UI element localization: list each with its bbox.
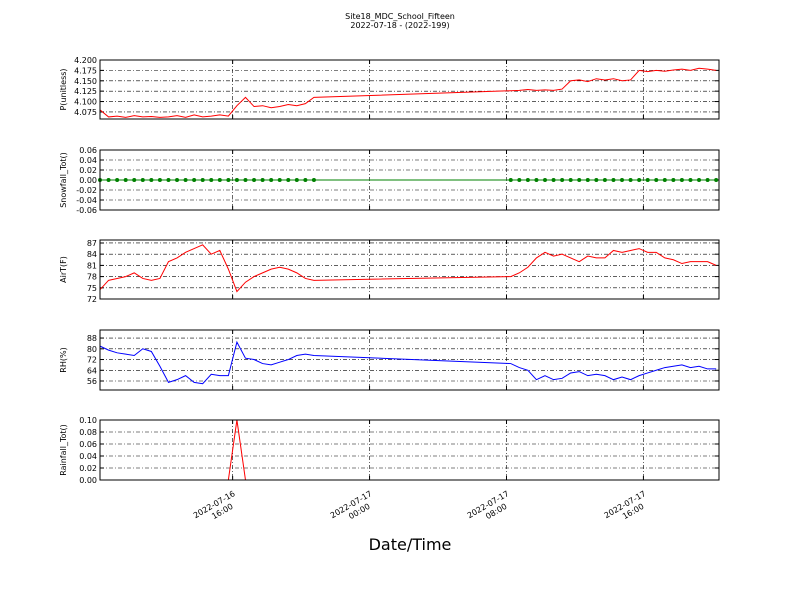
- y-tick-label: 0.00: [79, 176, 97, 185]
- series-marker: [645, 178, 650, 182]
- series-line: [99, 340, 717, 385]
- figure-title: Site18_MDC_School_Fifteen: [345, 12, 455, 21]
- series-marker: [551, 178, 556, 182]
- series-marker: [200, 178, 205, 182]
- series-marker: [585, 178, 590, 182]
- series-marker: [166, 178, 171, 182]
- axes-frame: [99, 59, 720, 120]
- x-axis-label: Date/Time: [369, 535, 452, 554]
- series-marker: [260, 178, 265, 182]
- axes-frame: [99, 419, 720, 481]
- y-tick-label: 84: [87, 250, 97, 259]
- series-marker: [217, 178, 222, 182]
- y-tick-label: 4.175: [74, 66, 97, 75]
- series-marker: [140, 178, 145, 182]
- series-marker: [679, 178, 684, 182]
- series-marker: [243, 178, 248, 182]
- series-marker: [620, 178, 625, 182]
- y-tick-label: 4.200: [74, 56, 97, 65]
- y-tick-label: 64: [87, 366, 97, 375]
- y-tick-label: 4.100: [74, 98, 97, 107]
- y-tick-label: 88: [87, 334, 97, 343]
- series-marker: [234, 178, 239, 182]
- axes-frame: [99, 329, 720, 391]
- series-marker: [611, 178, 616, 182]
- series-marker: [705, 178, 710, 182]
- y-tick-label: 0.00: [79, 476, 97, 485]
- series-marker: [525, 178, 530, 182]
- series-marker: [303, 178, 308, 182]
- series-marker: [252, 178, 257, 182]
- series-line: [99, 244, 717, 293]
- series-marker: [542, 178, 547, 182]
- y-axis-label: RH(%): [59, 347, 68, 372]
- series-marker: [269, 178, 274, 182]
- y-tick-label: 78: [87, 273, 97, 282]
- series-marker: [594, 178, 599, 182]
- y-tick-label: 75: [87, 284, 97, 293]
- y-tick-label: 72: [87, 295, 97, 304]
- y-tick-label: -0.06: [76, 206, 97, 215]
- series-marker: [115, 178, 120, 182]
- y-axis-label: AirT(F): [59, 256, 68, 283]
- series-marker: [149, 178, 154, 182]
- series-marker: [602, 178, 607, 182]
- series-marker: [688, 178, 693, 182]
- axes-frame: [99, 149, 720, 211]
- series-marker: [226, 178, 231, 182]
- y-tick-label: 0.04: [79, 156, 97, 165]
- series-marker: [662, 178, 667, 182]
- y-tick-label: 0.06: [79, 440, 97, 449]
- y-tick-label: 4.125: [74, 87, 97, 96]
- series-marker: [209, 178, 214, 182]
- series-marker: [183, 178, 188, 182]
- series-marker: [560, 178, 565, 182]
- series-marker: [192, 178, 197, 182]
- series-marker: [311, 178, 316, 182]
- y-tick-label: 0.02: [79, 464, 97, 473]
- y-tick-label: 56: [87, 377, 97, 386]
- y-axis-label: Snowfall_Tot(): [59, 152, 68, 208]
- series-marker: [132, 178, 137, 182]
- series-marker: [286, 178, 291, 182]
- series-marker: [106, 178, 111, 182]
- y-tick-label: 4.150: [74, 77, 97, 86]
- series-marker: [175, 178, 180, 182]
- series-marker: [577, 178, 582, 182]
- y-tick-label: 72: [87, 356, 97, 365]
- series-marker: [714, 178, 719, 182]
- series-marker: [671, 178, 676, 182]
- series-marker: [654, 178, 659, 182]
- series-marker: [628, 178, 633, 182]
- y-tick-label: 81: [87, 261, 97, 270]
- y-tick-label: 4.075: [74, 108, 97, 117]
- y-tick-label: -0.02: [76, 186, 97, 195]
- y-tick-label: -0.04: [76, 196, 97, 205]
- y-tick-label: 0.04: [79, 452, 97, 461]
- axes-frame: [99, 239, 720, 300]
- series-marker: [277, 178, 282, 182]
- y-tick-label: 80: [87, 345, 97, 354]
- y-tick-label: 87: [87, 239, 97, 248]
- series-marker: [637, 178, 642, 182]
- series-line: [99, 67, 717, 118]
- series-marker: [123, 178, 128, 182]
- series-marker: [697, 178, 702, 182]
- figure-subtitle: 2022-07-18 - (2022-199): [350, 21, 449, 30]
- series-marker: [508, 178, 513, 182]
- series-marker: [157, 178, 162, 182]
- series-marker: [294, 178, 299, 182]
- y-axis-label: P(unitless): [59, 68, 68, 110]
- y-axis-label: Rainfall_Tot(): [59, 424, 68, 476]
- series-marker: [517, 178, 522, 182]
- series-marker: [534, 178, 539, 182]
- y-tick-label: 0.06: [79, 146, 97, 155]
- series-marker: [568, 178, 573, 182]
- y-tick-label: 0.10: [79, 416, 97, 425]
- y-tick-label: 0.02: [79, 166, 97, 175]
- y-tick-label: 0.08: [79, 428, 97, 437]
